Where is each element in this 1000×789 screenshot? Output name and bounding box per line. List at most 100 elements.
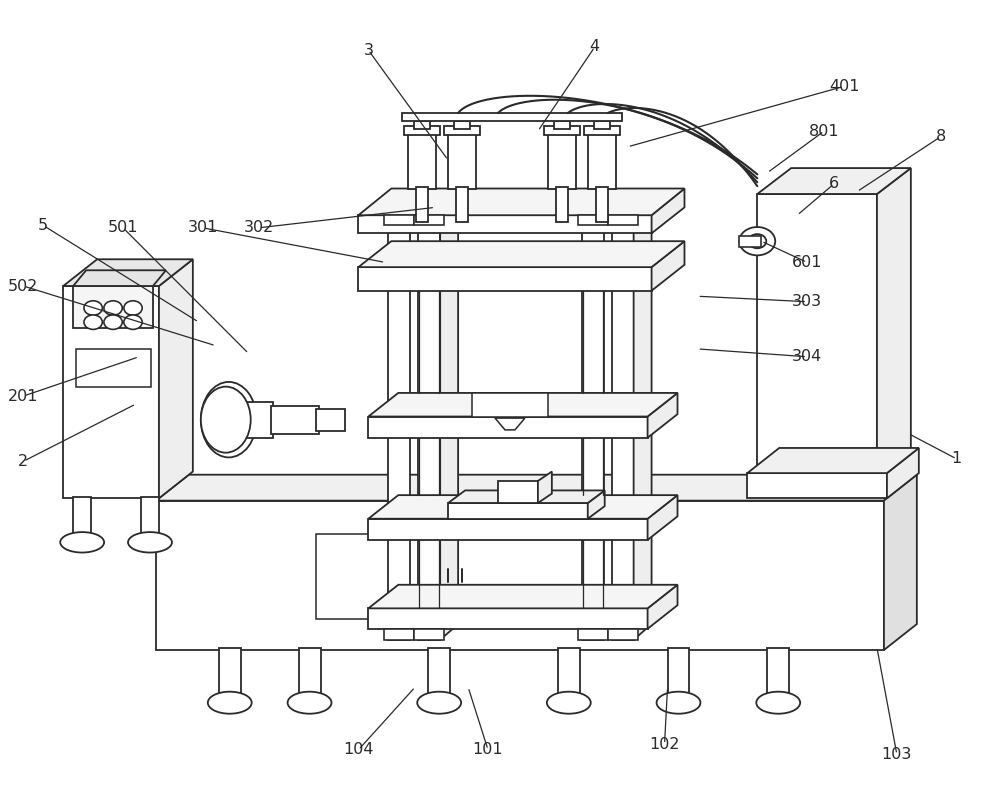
Polygon shape — [588, 491, 605, 518]
Polygon shape — [428, 648, 450, 703]
Text: 4: 4 — [590, 39, 600, 54]
Polygon shape — [299, 648, 320, 703]
Polygon shape — [578, 629, 608, 640]
Polygon shape — [584, 125, 620, 135]
Text: 102: 102 — [649, 737, 680, 752]
Polygon shape — [757, 168, 911, 194]
Polygon shape — [404, 125, 440, 135]
Text: 101: 101 — [473, 742, 503, 757]
Polygon shape — [368, 417, 648, 438]
Polygon shape — [498, 481, 538, 503]
Text: 5: 5 — [38, 218, 48, 233]
Polygon shape — [747, 473, 887, 499]
Circle shape — [739, 227, 775, 256]
Text: 103: 103 — [882, 747, 912, 762]
Polygon shape — [358, 241, 684, 267]
Polygon shape — [578, 215, 608, 226]
Polygon shape — [368, 518, 648, 540]
Text: 201: 201 — [8, 388, 39, 403]
Polygon shape — [418, 223, 440, 640]
Polygon shape — [141, 497, 159, 542]
Ellipse shape — [201, 387, 251, 453]
Polygon shape — [877, 168, 911, 475]
Polygon shape — [456, 187, 468, 222]
Text: 801: 801 — [809, 124, 839, 139]
Text: 6: 6 — [829, 176, 839, 191]
Text: 303: 303 — [792, 294, 822, 309]
Polygon shape — [414, 629, 444, 640]
Ellipse shape — [288, 692, 331, 714]
Polygon shape — [156, 501, 884, 650]
Polygon shape — [612, 223, 634, 640]
Polygon shape — [538, 472, 552, 503]
Ellipse shape — [417, 692, 461, 714]
Polygon shape — [652, 241, 684, 290]
Ellipse shape — [128, 532, 172, 552]
Polygon shape — [668, 648, 689, 703]
Polygon shape — [73, 286, 153, 327]
Polygon shape — [472, 393, 548, 417]
Polygon shape — [402, 113, 622, 121]
Polygon shape — [368, 495, 678, 518]
Polygon shape — [648, 495, 678, 540]
Circle shape — [124, 315, 142, 329]
Polygon shape — [358, 267, 652, 290]
Polygon shape — [358, 215, 652, 234]
Circle shape — [748, 234, 766, 249]
Polygon shape — [739, 236, 761, 247]
Polygon shape — [448, 491, 605, 503]
Text: 3: 3 — [363, 43, 373, 58]
Polygon shape — [454, 121, 470, 129]
Polygon shape — [159, 260, 193, 499]
Polygon shape — [887, 448, 919, 499]
Ellipse shape — [60, 532, 104, 552]
Polygon shape — [652, 189, 684, 234]
Polygon shape — [548, 131, 576, 189]
Polygon shape — [229, 402, 273, 438]
Ellipse shape — [756, 692, 800, 714]
Ellipse shape — [208, 692, 252, 714]
Polygon shape — [219, 648, 241, 703]
Text: 401: 401 — [829, 79, 859, 94]
Bar — [316, 533, 620, 619]
Polygon shape — [608, 215, 638, 226]
Polygon shape — [588, 131, 616, 189]
Ellipse shape — [201, 382, 257, 458]
Circle shape — [124, 301, 142, 316]
Circle shape — [84, 301, 102, 316]
Text: 302: 302 — [244, 220, 274, 235]
Text: 301: 301 — [188, 220, 218, 235]
Polygon shape — [594, 121, 610, 129]
Polygon shape — [63, 260, 193, 286]
Circle shape — [104, 315, 122, 329]
Polygon shape — [73, 497, 91, 542]
Polygon shape — [368, 585, 678, 608]
Text: 304: 304 — [792, 350, 822, 365]
Polygon shape — [414, 215, 444, 226]
Ellipse shape — [547, 692, 591, 714]
Polygon shape — [558, 648, 580, 703]
Polygon shape — [316, 409, 345, 432]
Polygon shape — [747, 448, 919, 473]
Polygon shape — [596, 187, 608, 222]
Polygon shape — [73, 271, 166, 286]
Text: 8: 8 — [936, 129, 946, 144]
Text: 501: 501 — [108, 220, 138, 235]
Polygon shape — [608, 629, 638, 640]
Polygon shape — [368, 393, 678, 417]
Polygon shape — [271, 406, 319, 434]
Polygon shape — [384, 629, 414, 640]
Polygon shape — [544, 125, 580, 135]
Polygon shape — [448, 503, 588, 518]
Text: 1: 1 — [952, 451, 962, 466]
Ellipse shape — [657, 692, 700, 714]
Circle shape — [104, 301, 122, 316]
Polygon shape — [414, 121, 430, 129]
Polygon shape — [440, 208, 458, 640]
Polygon shape — [448, 131, 476, 189]
Polygon shape — [444, 125, 480, 135]
Polygon shape — [648, 585, 678, 629]
Text: 502: 502 — [8, 279, 39, 294]
Polygon shape — [384, 215, 414, 226]
Polygon shape — [495, 418, 525, 430]
